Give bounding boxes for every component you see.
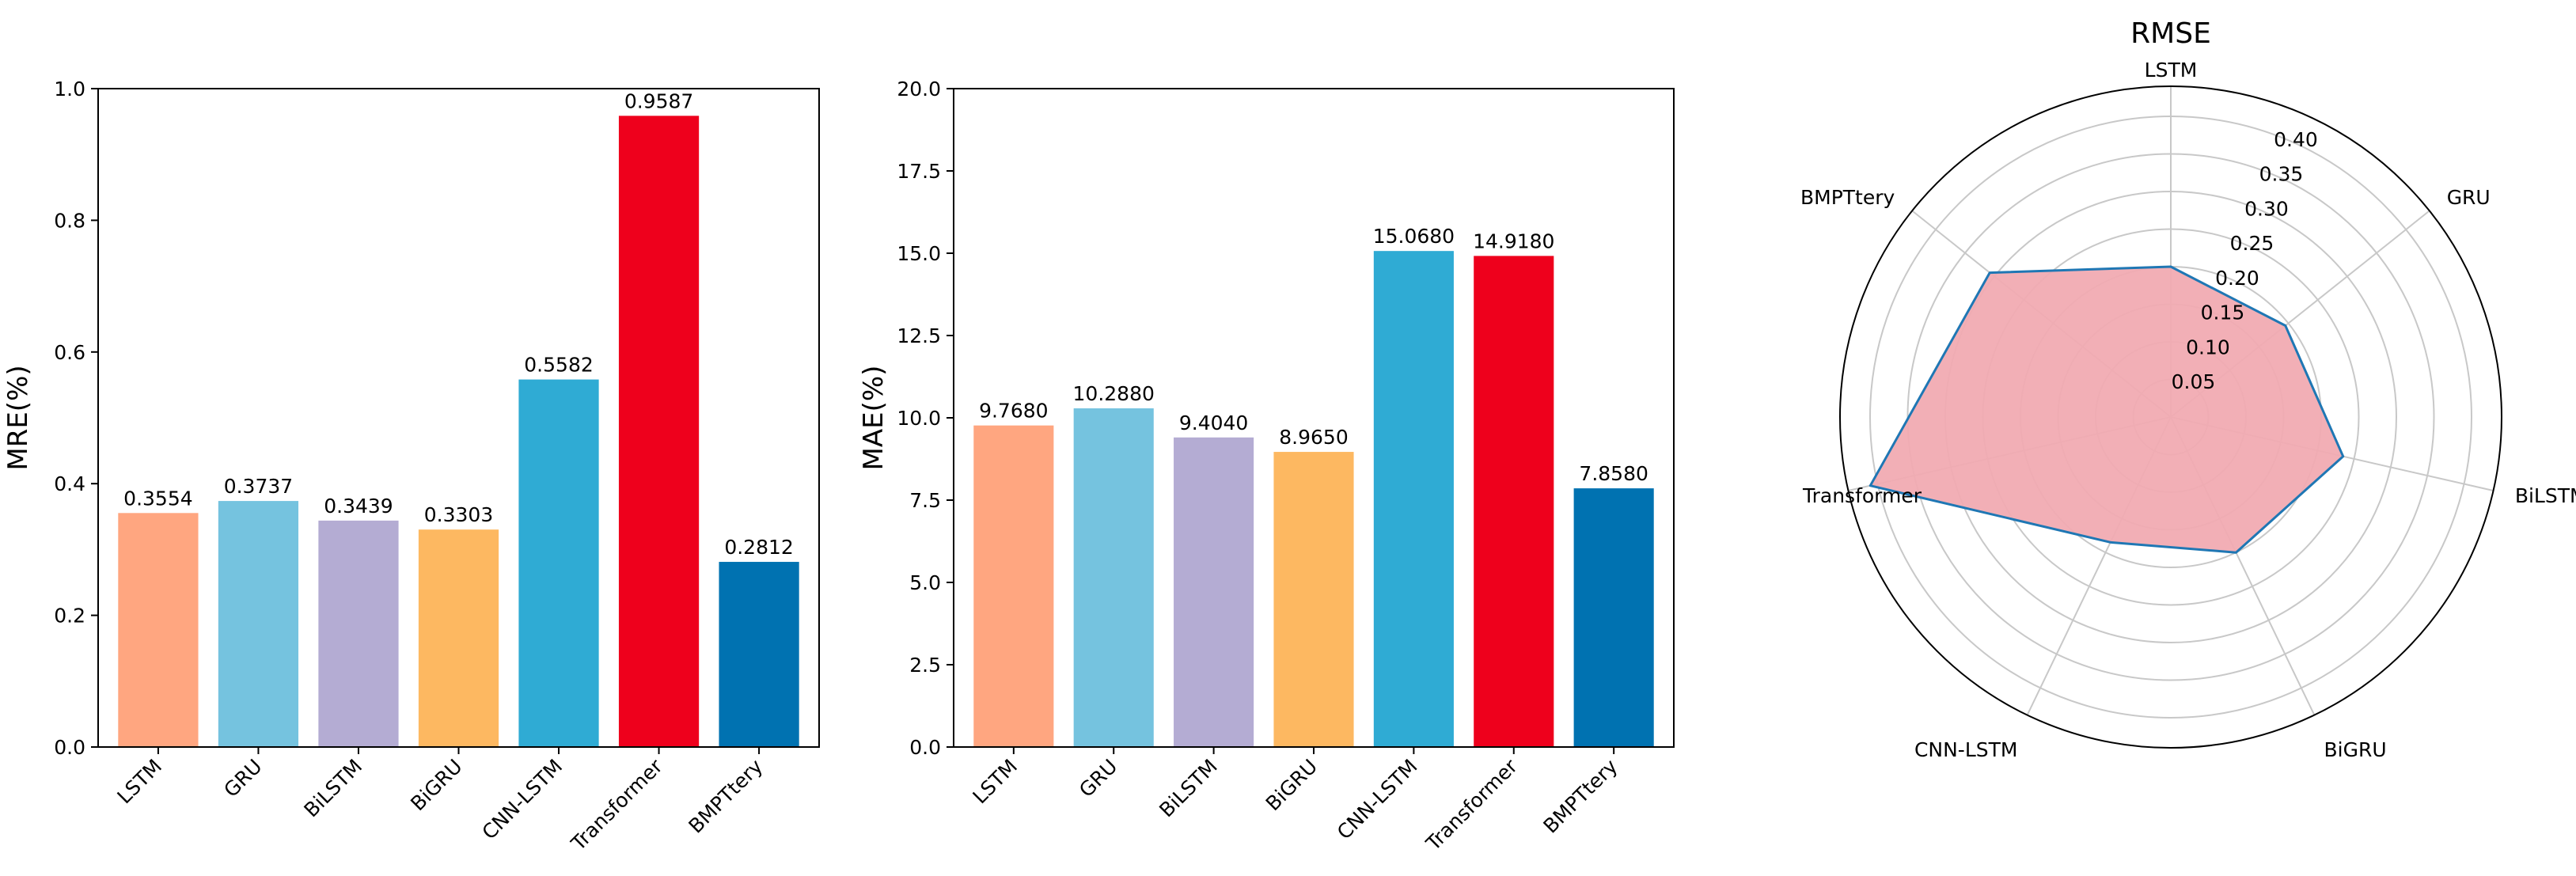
mae-y-axis: 0.0 2.5 5.0 7.5 10.0 12.5 15.0 17.5 20.0 — [897, 78, 954, 759]
rmse-radial-tick-label: 0.10 — [2186, 336, 2230, 358]
mae-bar-chart: 9.7680 10.2880 9.4040 8.9650 15.0680 14.9180 7… — [858, 78, 1675, 855]
mre-value-label: 0.2812 — [724, 536, 793, 559]
rmse-category-labels: LSTM GRU BiLSTM BiGRU CNN-LSTM Transformer BMP… — [1800, 59, 2576, 761]
mae-x-tick-label: BMPTtery — [1539, 755, 1622, 838]
mae-value-label: 8.9650 — [1279, 426, 1348, 449]
mae-value-labels: 9.7680 10.2880 9.4040 8.9650 15.0680 14.9180 7… — [979, 225, 1648, 485]
mae-y-tick-label: 2.5 — [909, 654, 941, 677]
mae-bar-bmpttery — [1573, 488, 1654, 747]
rmse-category-label: BiLSTM — [2515, 484, 2576, 507]
mre-x-tick-label: CNN-LSTM — [477, 755, 567, 844]
rmse-series — [1868, 265, 2345, 554]
mae-y-tick-label: 12.5 — [897, 324, 941, 347]
mre-x-tick-label: GRU — [219, 755, 266, 802]
rmse-outer-ring — [1839, 85, 2502, 749]
mae-x-tick-label: GRU — [1075, 755, 1121, 802]
mre-bar-bmpttery — [719, 562, 799, 747]
mre-plot-frame — [97, 88, 820, 748]
rmse-category-label: Transformer — [1802, 484, 1922, 507]
rmse-category-label: BiGRU — [2324, 738, 2387, 761]
rmse-radial-tick-label: 0.05 — [2172, 370, 2216, 393]
mae-x-tick-label: Transformer — [1421, 754, 1523, 855]
rmse-radial-tick-label: 0.30 — [2244, 197, 2289, 220]
mae-value-label: 15.0680 — [1373, 225, 1455, 248]
rmse-radar-chart: 0.05 0.10 0.15 0.20 0.25 0.30 0.35 0.40 LSTM GRU… — [1800, 17, 2576, 761]
mre-y-tick-label: 1.0 — [54, 78, 85, 100]
rmse-line — [1868, 265, 2345, 554]
mae-y-tick-label: 17.5 — [897, 160, 941, 183]
mae-bar-transformer — [1474, 256, 1554, 747]
mae-y-axis-label: MAE(%) — [858, 366, 890, 471]
mre-bar-gru — [218, 501, 299, 747]
mae-value-label: 14.9180 — [1473, 229, 1554, 252]
mae-x-tick-label: BiGRU — [1261, 755, 1322, 815]
rmse-radial-tick-label: 0.15 — [2201, 301, 2245, 324]
rmse-category-label: BMPTtery — [1800, 186, 1895, 209]
mae-value-label: 9.7680 — [979, 400, 1048, 423]
mre-value-label: 0.3303 — [424, 503, 493, 526]
mae-x-tick-label: BiLSTM — [1155, 755, 1222, 822]
mae-value-label: 10.2880 — [1073, 382, 1155, 405]
mae-plot-frame — [953, 88, 1675, 748]
mre-value-label: 0.3554 — [123, 487, 192, 510]
mre-y-tick-label: 0.8 — [54, 209, 85, 232]
mae-bar-lstm — [973, 425, 1054, 747]
mre-y-tick-label: 0.2 — [54, 605, 85, 628]
rmse-area — [1870, 267, 2343, 553]
rmse-radial-tick-label: 0.40 — [2274, 128, 2318, 151]
mre-bars — [118, 116, 799, 748]
mae-x-axis: LSTM GRU BiLSTM BiGRU CNN-LSTM Transformer BMP… — [968, 747, 1622, 855]
mre-bar-bigru — [418, 529, 499, 747]
rmse-category-label: CNN-LSTM — [1914, 738, 2018, 761]
rmse-radial-tick-label: 0.20 — [2215, 267, 2259, 290]
mre-y-tick-label: 0.4 — [54, 472, 85, 495]
mre-x-axis: LSTM GRU BiLSTM BiGRU CNN-LSTM Transformer BMP… — [113, 747, 767, 855]
mre-bar-bilstm — [318, 520, 399, 747]
rmse-radial-tick-label: 0.35 — [2259, 163, 2304, 186]
rmse-title: RMSE — [2130, 17, 2211, 50]
mae-value-label: 9.4040 — [1179, 411, 1248, 434]
mre-value-label: 0.9587 — [624, 89, 693, 112]
mre-bar-cnn-lstm — [518, 379, 599, 747]
rmse-category-label: LSTM — [2145, 59, 2198, 82]
mre-bar-lstm — [118, 513, 199, 747]
mae-x-tick-label: LSTM — [968, 755, 1022, 809]
mre-y-axis: 0.0 0.2 0.4 0.6 0.8 1.0 — [54, 78, 98, 759]
mae-bars — [973, 251, 1654, 747]
mre-bar-chart: 0.3554 0.3737 0.3439 0.3303 0.5582 0.9587 0.28… — [2, 78, 820, 855]
mae-bar-cnn-lstm — [1373, 251, 1454, 747]
mre-value-label: 0.3439 — [324, 495, 393, 518]
mre-x-tick-label: BiGRU — [406, 755, 466, 815]
mae-bar-bilstm — [1174, 437, 1254, 747]
mae-y-tick-label: 0.0 — [909, 736, 941, 759]
mre-value-labels: 0.3554 0.3737 0.3439 0.3303 0.5582 0.9587 0.28… — [123, 89, 794, 559]
mre-x-tick-label: BiLSTM — [300, 755, 367, 822]
mre-value-label: 0.3737 — [224, 475, 293, 498]
mae-y-tick-label: 20.0 — [897, 78, 941, 100]
mae-y-tick-label: 15.0 — [897, 242, 941, 265]
mae-y-tick-label: 10.0 — [897, 407, 941, 430]
mae-value-label: 7.8580 — [1579, 462, 1648, 485]
mre-x-tick-label: Transformer — [567, 754, 668, 855]
mre-y-tick-label: 0.6 — [54, 341, 85, 364]
mae-bar-gru — [1073, 408, 1154, 747]
mre-value-label: 0.5582 — [524, 354, 593, 377]
mre-bar-transformer — [618, 116, 700, 748]
rmse-radial-tick-label: 0.25 — [2230, 232, 2274, 255]
mae-y-tick-label: 5.0 — [909, 571, 941, 594]
mre-x-tick-label: BMPTtery — [684, 755, 767, 838]
rmse-radial-ticks: 0.05 0.10 0.15 0.20 0.25 0.30 0.35 0.40 — [2172, 128, 2318, 393]
mae-y-tick-label: 7.5 — [909, 489, 941, 512]
rmse-category-label: GRU — [2447, 186, 2491, 209]
mre-y-tick-label: 0.0 — [54, 736, 85, 759]
mre-x-tick-label: LSTM — [113, 755, 167, 809]
mre-y-axis-label: MRE(%) — [2, 365, 34, 470]
mae-bar-bigru — [1273, 452, 1354, 747]
mae-x-tick-label: CNN-LSTM — [1333, 755, 1422, 844]
